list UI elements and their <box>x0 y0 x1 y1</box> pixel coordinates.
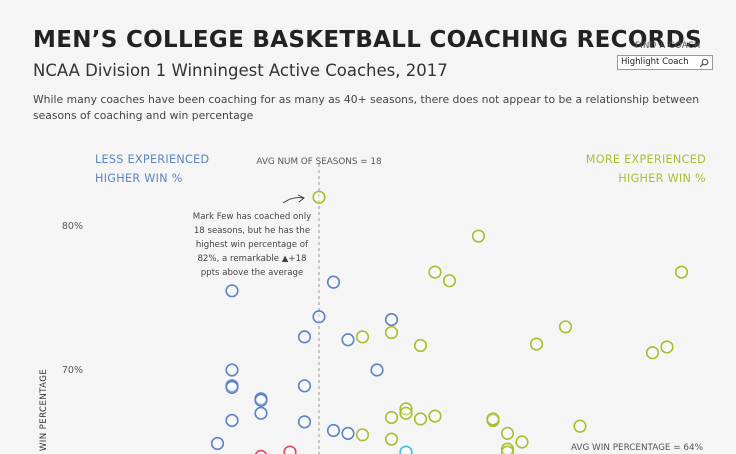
annotation-line: highest win percentage of <box>196 240 309 250</box>
annotation-line: 82%, a remarkable ▲+18 <box>197 254 306 264</box>
quadrant-label-left-line1: LESS EXPERIENCED <box>95 153 209 166</box>
coach-point[interactable] <box>384 325 399 340</box>
annotation: Mark Few has coached only 18 seasons, bu… <box>193 194 311 278</box>
coach-point[interactable] <box>326 275 341 289</box>
coach-point[interactable] <box>558 320 573 334</box>
find-coach-label: FIND A COACH <box>635 41 701 51</box>
coach-point[interactable] <box>225 413 239 428</box>
coach-point[interactable] <box>486 412 500 426</box>
y-tick-label: 70% <box>62 365 83 376</box>
annotation-line: ppts above the average <box>201 268 304 278</box>
coach-point[interactable] <box>355 428 370 442</box>
coach-point[interactable] <box>384 432 399 446</box>
coach-point[interactable] <box>573 419 587 433</box>
coach-point[interactable] <box>471 229 486 243</box>
coach-point[interactable] <box>355 330 370 344</box>
coach-point[interactable] <box>225 363 239 377</box>
coach-point[interactable] <box>399 402 413 416</box>
quadrant-label-right-line1: MORE EXPERIENCED <box>586 153 706 166</box>
y-axis-label: WIN PERCENTAGE <box>39 369 49 451</box>
quadrant-label-left-line2: HIGHER WIN % <box>95 172 183 185</box>
coach-point[interactable] <box>254 449 268 454</box>
search-icon[interactable] <box>699 58 709 68</box>
annotation-arrow <box>282 197 304 204</box>
coach-point[interactable] <box>341 333 355 347</box>
coach-point[interactable] <box>529 337 544 351</box>
coach-point[interactable] <box>283 445 297 454</box>
coach-point[interactable] <box>384 410 399 425</box>
data-points <box>210 190 689 454</box>
coach-point[interactable] <box>660 340 674 354</box>
coach-point[interactable] <box>384 313 399 327</box>
coach-point[interactable] <box>312 190 326 204</box>
coach-point[interactable] <box>428 409 442 423</box>
annotation-arrowhead <box>297 194 305 203</box>
chart-description: While many coaches have been coaching fo… <box>33 93 700 122</box>
coach-point[interactable] <box>674 265 689 279</box>
chart-title: MEN’S COLLEGE BASKETBALL COACHING RECORD… <box>33 27 702 53</box>
coach-point[interactable] <box>225 380 239 394</box>
coach-point[interactable] <box>297 415 312 429</box>
coach-point[interactable] <box>297 330 312 344</box>
quadrant-label-right-line2: HIGHER WIN % <box>618 172 706 185</box>
coach-point[interactable] <box>413 412 428 426</box>
coach-point[interactable] <box>254 406 268 420</box>
coach-point[interactable] <box>500 445 515 454</box>
annotation-line: 18 seasons, but he has the <box>194 226 310 236</box>
coach-point[interactable] <box>399 406 413 420</box>
coach-point[interactable] <box>312 310 326 324</box>
avg-win-pct-label: AVG WIN PERCENTAGE = 64% <box>571 443 703 453</box>
coach-point[interactable] <box>413 338 428 353</box>
coach-point[interactable] <box>515 435 529 449</box>
coach-point[interactable] <box>370 363 384 377</box>
highlight-coach-placeholder: Highlight Coach <box>621 57 689 67</box>
coach-point[interactable] <box>341 426 355 440</box>
coach-point[interactable] <box>500 426 515 440</box>
coach-point[interactable] <box>326 423 341 438</box>
highlight-coach-search[interactable]: Highlight Coach <box>617 55 713 70</box>
coach-point[interactable] <box>428 265 442 279</box>
coach-point[interactable] <box>210 436 225 451</box>
y-tick-label: 80% <box>62 221 83 232</box>
coach-point[interactable] <box>297 379 312 393</box>
avg-seasons-label: AVG NUM OF SEASONS = 18 <box>256 157 381 167</box>
coach-point[interactable] <box>645 346 660 360</box>
coach-point[interactable] <box>254 393 268 407</box>
coach-point[interactable] <box>442 274 457 288</box>
coach-point[interactable] <box>399 445 413 454</box>
coach-point[interactable] <box>225 284 239 298</box>
chart-subtitle: NCAA Division 1 Winningest Active Coache… <box>33 61 448 80</box>
annotation-line: Mark Few has coached only <box>193 212 311 222</box>
